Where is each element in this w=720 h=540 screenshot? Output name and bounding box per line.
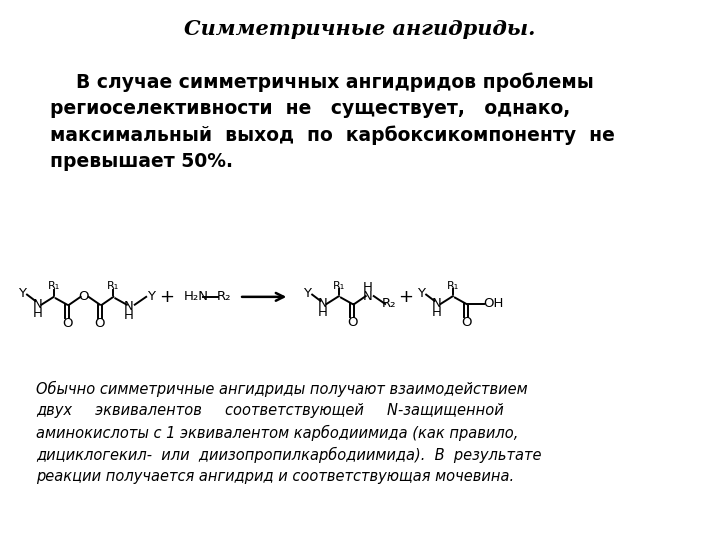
Text: Y: Y [303,287,311,300]
Text: N: N [318,298,328,310]
Text: H: H [363,281,373,294]
Text: В случае симметричных ангидридов проблемы
региоселективности  не   существует,  : В случае симметричных ангидридов проблем… [50,73,616,171]
Text: Y: Y [18,287,26,300]
Text: N: N [432,298,441,310]
Text: R₂: R₂ [217,291,231,303]
Text: O: O [78,291,89,303]
Text: Симметричные ангидриды.: Симметричные ангидриды. [184,19,536,39]
Text: H: H [32,307,42,320]
Text: R₂: R₂ [382,298,397,310]
Text: N: N [363,289,373,302]
Text: N: N [124,300,134,313]
Text: O: O [62,317,73,330]
Text: OH: OH [483,298,503,310]
Text: H: H [318,306,328,320]
Text: R₁: R₁ [447,281,459,291]
Text: H₂N: H₂N [184,291,210,303]
Text: N: N [32,298,42,311]
Text: R₁: R₁ [333,281,345,291]
Text: H: H [431,306,441,320]
Text: Обычно симметричные ангидриды получают взаимодействием
двух     эквивалентов    : Обычно симметричные ангидриды получают в… [36,381,541,484]
Text: R₁: R₁ [107,281,120,292]
Text: R₁: R₁ [48,281,60,292]
Text: Y: Y [417,287,425,300]
Text: Y: Y [147,291,156,303]
Text: O: O [95,317,105,330]
Text: H: H [124,309,134,322]
Text: +: + [158,288,174,306]
Text: +: + [397,288,413,306]
Text: O: O [461,316,472,329]
Text: O: O [347,316,358,329]
